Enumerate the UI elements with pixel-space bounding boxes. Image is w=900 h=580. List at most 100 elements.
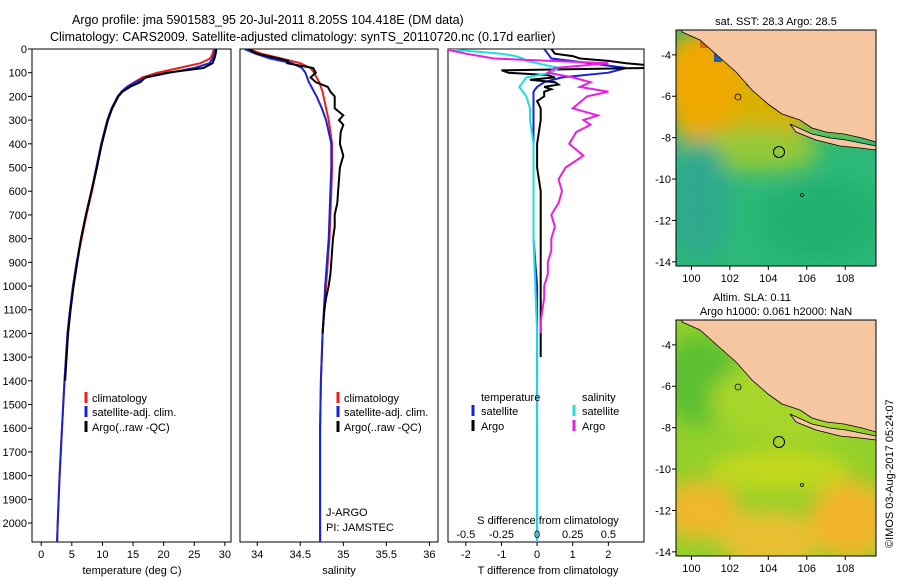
salinity-xlabel: salinity bbox=[322, 565, 356, 577]
y-tick-label: 200 bbox=[9, 91, 27, 103]
temperature-legend: climatology satellite-adj. clim. Argo(..… bbox=[84, 392, 176, 434]
salinity-plot-frame bbox=[239, 48, 439, 543]
sla-map-image bbox=[676, 320, 876, 556]
sla-map-subtitle: Argo h1000: 0.061 h2000: NaN bbox=[700, 306, 852, 318]
legend-header-temperature: temperature bbox=[481, 392, 540, 404]
difference-panel: -2 -1 0 1 2 -0.5 -0.25 0 0.25 0.5 temperature sal… bbox=[447, 48, 645, 577]
legend-label-s-argo: Argo bbox=[582, 421, 605, 433]
y-tick-label: 400 bbox=[9, 139, 27, 151]
y-tick-label: 1900 bbox=[3, 494, 27, 506]
series-line-argo bbox=[248, 49, 345, 334]
map-y-tick-label: -12 bbox=[655, 215, 671, 227]
sst-map-image bbox=[676, 30, 876, 266]
map-x-tick-label: 102 bbox=[721, 563, 739, 575]
x-tick-label: 35.5 bbox=[376, 549, 397, 561]
x-tick-label: 34 bbox=[251, 549, 263, 561]
y-tick-label: 0 bbox=[21, 44, 27, 56]
map-y-tick-label: -14 bbox=[655, 547, 671, 559]
y-tick-label: 1300 bbox=[3, 352, 27, 364]
temperature-plot-frame bbox=[31, 48, 232, 543]
sla-map-panel: Altim. SLA: 0.11 Argo h1000: 0.061 h2000… bbox=[655, 292, 877, 575]
argo-location-marker bbox=[773, 436, 785, 448]
y-tick-label: 500 bbox=[9, 163, 27, 175]
y-tick-label: 800 bbox=[9, 234, 27, 246]
series-line-satellite bbox=[243, 49, 333, 542]
t-difference-xlabel: T difference from climatology bbox=[478, 565, 619, 577]
map-x-tick-label: 102 bbox=[721, 273, 739, 285]
x-tick-label: 36 bbox=[423, 549, 435, 561]
figure-title-line2: Climatology: CARS2009. Satellite-adjuste… bbox=[50, 30, 556, 44]
y-tick-label: 1800 bbox=[3, 471, 27, 483]
x-tick-label: 1 bbox=[570, 549, 576, 561]
map-x-tick-label: 106 bbox=[798, 273, 816, 285]
map-x-tick-label: 100 bbox=[682, 273, 700, 285]
temperature-xlabel: temperature (deg C) bbox=[82, 565, 181, 577]
argo-location-marker bbox=[773, 146, 785, 158]
y-tick-label: 1100 bbox=[3, 305, 27, 317]
x-tick-label: 15 bbox=[127, 549, 139, 561]
y-tick-label: 1500 bbox=[3, 400, 27, 412]
x-tick-label: 20 bbox=[158, 549, 170, 561]
difference-legend: temperature salinity satellite Argo sate… bbox=[471, 392, 619, 433]
map-y-tick-label: -14 bbox=[655, 257, 671, 269]
figure-title-line1: Argo profile: jma 5901583_95 20-Jul-2011… bbox=[72, 13, 464, 27]
series-line-s-satellite bbox=[448, 49, 562, 542]
y-tick-label: 1600 bbox=[3, 423, 27, 435]
map-x-tick-label: 100 bbox=[682, 563, 700, 575]
s-tick-label: 0.25 bbox=[562, 529, 583, 541]
map-x-tick-label: 108 bbox=[836, 563, 854, 575]
sla-map-title: Altim. SLA: 0.11 bbox=[713, 292, 791, 304]
salinity-legend: climatology satellite-adj. clim. Argo(..… bbox=[336, 392, 428, 434]
y-tick-label: 900 bbox=[9, 257, 27, 269]
s-tick-label: 0.5 bbox=[601, 529, 616, 541]
legend-label-climatology: climatology bbox=[344, 393, 400, 405]
y-tick-label: 1000 bbox=[3, 281, 27, 293]
salinity-panel: 34 34.5 35 35.5 36 salinity climatology sate… bbox=[239, 48, 439, 577]
y-tick-label: 1200 bbox=[3, 328, 27, 340]
y-tick-label: 2000 bbox=[3, 518, 27, 530]
y-tick-label: 600 bbox=[9, 186, 27, 198]
y-tick-label: 100 bbox=[9, 68, 27, 80]
x-tick-label: 0 bbox=[38, 549, 44, 561]
y-tick-label: 1400 bbox=[3, 376, 27, 388]
map-x-tick-label: 106 bbox=[798, 563, 816, 575]
map-y-tick-label: -6 bbox=[661, 91, 671, 103]
legend-header-salinity: salinity bbox=[582, 392, 616, 404]
series-line-t-argo bbox=[501, 49, 644, 358]
x-tick-label: -1 bbox=[497, 549, 507, 561]
y-tick-label: 300 bbox=[9, 115, 27, 127]
map-y-tick-label: -8 bbox=[661, 133, 671, 145]
imos-credit: ©IMOS 03-Aug-2017 05:24:07 bbox=[884, 399, 896, 548]
map-y-tick-label: -6 bbox=[661, 381, 671, 393]
series-line-s-argo bbox=[448, 49, 609, 334]
x-tick-label: 30 bbox=[219, 549, 231, 561]
legend-label-argo: Argo(..raw -QC) bbox=[92, 422, 170, 434]
x-tick-label: 2 bbox=[605, 549, 611, 561]
pi-annotation: PI: JAMSTEC bbox=[326, 522, 394, 534]
x-tick-label: -2 bbox=[461, 549, 471, 561]
x-tick-label: 35 bbox=[337, 549, 349, 561]
sst-map-title: sat. SST: 28.3 Argo: 28.5 bbox=[715, 16, 837, 28]
legend-label-satellite: satellite-adj. clim. bbox=[344, 407, 428, 419]
map-x-tick-label: 104 bbox=[759, 273, 777, 285]
map-y-tick-label: -10 bbox=[655, 174, 671, 186]
s-tick-label: -0.25 bbox=[489, 529, 514, 541]
legend-label-satellite: satellite-adj. clim. bbox=[92, 407, 176, 419]
s-difference-label: S difference from climatology bbox=[477, 515, 619, 527]
x-tick-label: 25 bbox=[188, 549, 200, 561]
map-x-tick-label: 104 bbox=[759, 563, 777, 575]
legend-label-s-satellite: satellite bbox=[582, 406, 619, 418]
sla-map-frame bbox=[675, 319, 877, 557]
temperature-panel: 0 5 10 15 20 25 30 0 100 200 300 400 500 600 700 800 90… bbox=[3, 44, 232, 577]
legend-label-climatology: climatology bbox=[92, 393, 148, 405]
s-tick-label: -0.5 bbox=[456, 529, 475, 541]
y-tick-label: 700 bbox=[9, 210, 27, 222]
map-y-tick-label: -4 bbox=[661, 340, 671, 352]
difference-plot-frame bbox=[447, 48, 645, 543]
legend-label-t-argo: Argo bbox=[481, 421, 504, 433]
sst-map-frame bbox=[675, 29, 877, 267]
map-y-tick-label: -12 bbox=[655, 505, 671, 517]
x-tick-label: 5 bbox=[69, 549, 75, 561]
j-argo-annotation: J-ARGO bbox=[326, 507, 368, 519]
map-y-tick-label: -8 bbox=[661, 423, 671, 435]
